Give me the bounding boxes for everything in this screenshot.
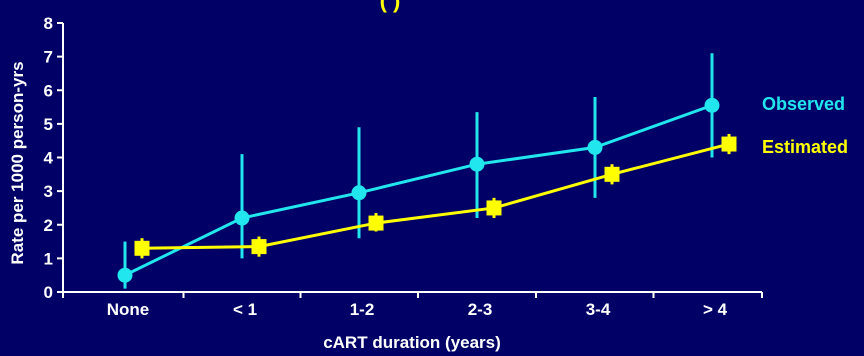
x-tick-label: > 4 [703,300,728,319]
x-tick-label: < 1 [233,300,257,319]
data-point [234,210,250,226]
y-tick-label: 5 [44,115,53,134]
x-axis-title: cART duration (years) [323,333,501,352]
x-tick-label: 3-4 [586,300,611,319]
series-observed [117,53,720,289]
data-point [351,185,367,201]
x-tick-label: 2-3 [468,300,493,319]
data-point [486,200,502,216]
data-point [604,166,620,182]
y-axis-ticks: 0 1 2 3 4 5 6 7 8 [44,14,63,302]
data-point [368,215,384,231]
data-point [704,97,720,113]
y-tick-label: 6 [44,81,53,100]
y-tick-label: 7 [44,48,53,67]
axes [62,23,762,293]
x-axis-ticks: None < 1 1-2 2-3 3-4 > 4 [62,292,763,319]
data-point [469,156,485,172]
chart-title-fragment: ( ) [380,0,401,13]
y-tick-label: 0 [44,283,53,302]
legend: Observed Estimated [762,94,848,157]
y-tick-label: 4 [44,149,54,168]
series-layer [117,53,737,289]
legend-entry-observed: Observed [762,94,845,114]
y-axis-title: Rate per 1000 person-yrs [8,61,27,264]
x-tick-label: 1-2 [350,300,375,319]
y-tick-label: 3 [44,182,53,201]
series-line [124,103,713,277]
data-point [117,267,133,283]
series-estimated [134,133,737,259]
legend-entry-estimated: Estimated [762,137,848,157]
data-point [587,139,603,155]
data-point [251,239,267,255]
data-point [721,136,737,152]
y-tick-label: 2 [44,216,53,235]
y-tick-label: 8 [44,14,53,33]
data-point [134,240,150,256]
series-line [141,142,730,250]
x-tick-label: None [107,300,150,319]
y-tick-label: 1 [44,249,53,268]
